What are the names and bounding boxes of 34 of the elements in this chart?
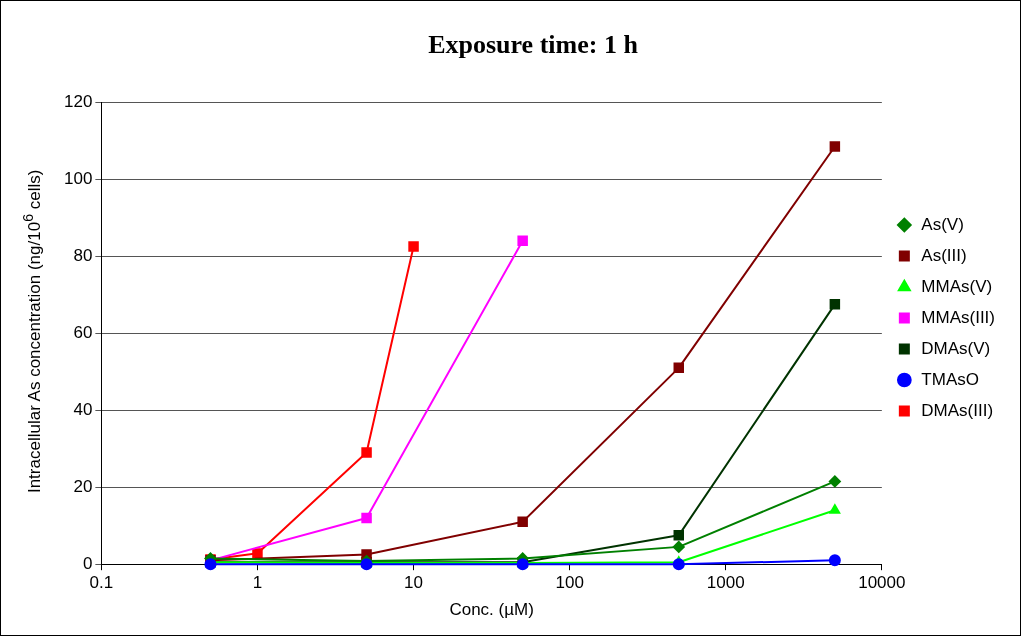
y-tick-label: 20 (73, 476, 93, 496)
point (517, 235, 528, 247)
y-tick-label: 0 (82, 553, 93, 573)
legend-label: TMAsO (921, 369, 979, 389)
legend-label: MMAs(V) (921, 276, 993, 296)
legend-label: As(III) (921, 245, 967, 265)
point (673, 530, 684, 541)
point (672, 540, 685, 553)
y-tick-label: 100 (63, 168, 93, 188)
x-tick-label: 100 (555, 573, 584, 593)
x-tick-label: 1 (252, 573, 263, 593)
x-tick-label: 10000 (858, 573, 906, 593)
legend-label: DMAs(III) (921, 400, 994, 420)
chart-title: Exposure time: 1 h (428, 30, 639, 60)
legend-label: As(V) (921, 214, 964, 234)
x-axis-title: Conc. (µM) (449, 600, 534, 620)
point (829, 504, 841, 514)
point (517, 516, 528, 528)
y-tick-label: 40 (73, 399, 93, 419)
x-tick-label: 0.1 (89, 573, 114, 593)
point (828, 475, 841, 488)
x-tick-label: 10 (404, 573, 424, 593)
point (829, 299, 841, 310)
point (829, 141, 841, 152)
point (361, 512, 372, 524)
legend-label: MMAs(III) (921, 307, 995, 327)
point (672, 558, 685, 571)
y-tick-label: 120 (63, 91, 93, 111)
point (828, 554, 841, 567)
point (673, 362, 684, 374)
y-tick-label: 60 (73, 322, 93, 342)
legend-label: DMAs(V) (921, 338, 991, 358)
x-tick-label: 1000 (706, 573, 745, 593)
y-tick-label: 80 (73, 245, 93, 265)
